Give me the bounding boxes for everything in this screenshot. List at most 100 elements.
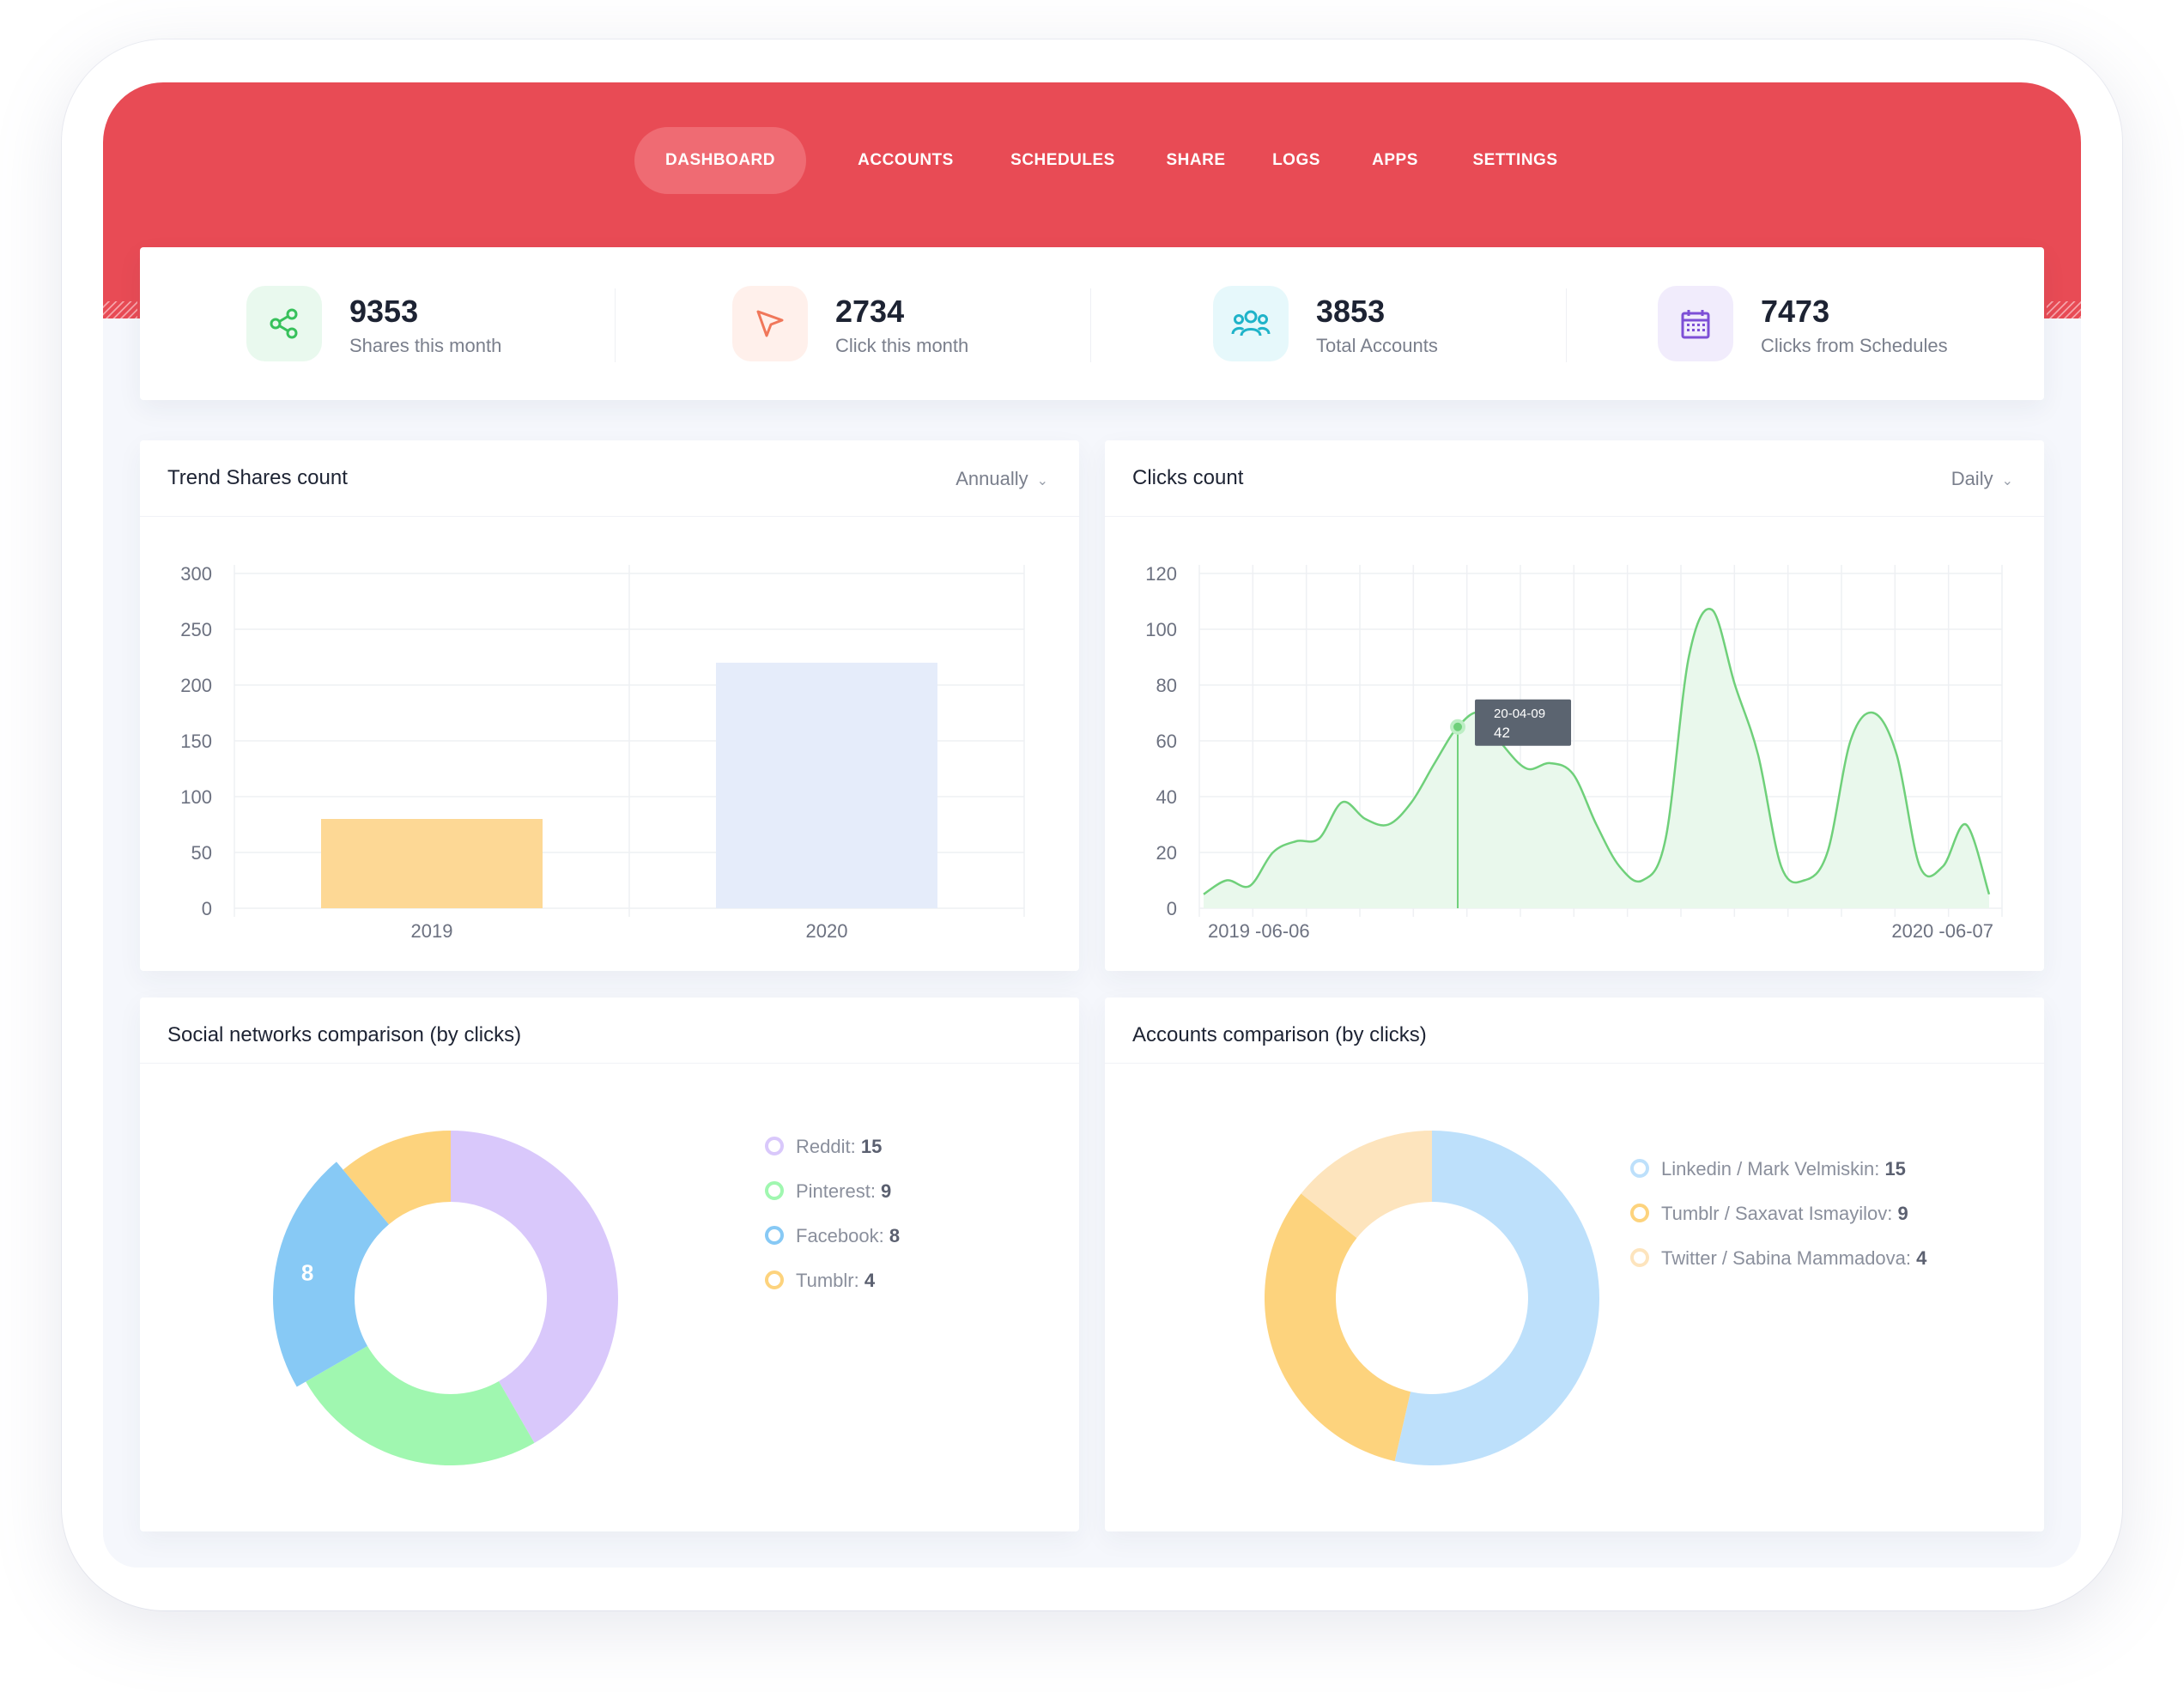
clicks-period-value: Daily [1950,468,1993,489]
legend-item[interactable]: Facebook: 8 [765,1214,900,1258]
accounts-comparison-card: Accounts comparison (by clicks) Linkedin… [1105,998,2044,1531]
clicks-count-card: Clicks count Daily ⌄ 120 100 80 60 40 20 0 20-04… [1105,440,2044,971]
legend-marker [1630,1204,1649,1223]
legend-value: 4 [864,1270,876,1291]
users-icon [1213,286,1289,361]
stat-clicks-value: 2734 [835,294,905,329]
y-tick-label: 200 [180,675,212,696]
social-comparison-title: Social networks comparison (by clicks) [167,1023,522,1046]
legend-label: Linkedin / Mark Velmiskin: [1661,1158,1885,1180]
stat-clicks: 2734 Click this month [732,247,1076,400]
y-tick-label: 250 [180,619,212,640]
card-divider [1105,1063,2044,1064]
card-divider [140,516,1079,517]
y-tick-label: 300 [180,563,212,585]
header-hatch-right [2047,301,2081,318]
legend-value: 15 [1884,1158,1906,1180]
clicks-count-chart: 120 100 80 60 40 20 0 20-04-09 42 2019 -06-06 2020… [1145,563,2003,942]
clicks-count-title: Clicks count [1132,466,1244,489]
stat-divider [615,288,616,362]
nav-tab-apps[interactable]: APPS [1372,151,1418,169]
legend-label: Tumblr / Saxavat Ismayilov: [1661,1203,1898,1224]
social-comparison-card: Social networks comparison (by clicks) 8… [140,998,1079,1531]
cursor-icon [732,286,808,361]
card-divider [1105,516,2044,517]
legend-value: 9 [881,1180,892,1202]
legend-label: Pinterest: [796,1180,882,1202]
y-tick-label: 120 [1145,563,1177,585]
legend-item[interactable]: Twitter / Sabina Mammadova: 4 [1630,1236,1926,1281]
tooltip-box [1475,699,1572,746]
slice-tumblr [343,1131,451,1225]
legend-item[interactable]: Reddit: 15 [765,1125,900,1169]
legend-item[interactable]: Tumblr / Saxavat Ismayilov: 9 [1630,1192,1926,1236]
slice-reddit [451,1131,618,1443]
stat-accounts-label: Total Accounts [1316,335,1438,356]
tooltip-value: 42 [1494,725,1510,741]
y-tick-label: 50 [191,842,212,864]
slice-pinterest [306,1346,535,1465]
stat-shares-value: 9353 [349,294,419,329]
y-tick-label: 60 [1156,731,1177,752]
app-screen: DASHBOARD ACCOUNTS SCHEDULES SHARE LOGS … [103,82,2081,1568]
legend-value: 15 [860,1136,883,1157]
bar-2019 [321,819,543,908]
slice-value-label: 8 [301,1260,313,1286]
trend-period-dropdown[interactable]: Annually ⌄ [956,468,1048,490]
slice-facebook [273,1161,390,1387]
nav-tab-dashboard[interactable]: DASHBOARD [634,127,806,194]
x-tick-label: 2020 -06-07 [1891,920,1993,942]
stat-schedules-label: Clicks from Schedules [1761,335,1948,356]
legend-value: 4 [1916,1247,1927,1269]
legend-item[interactable]: Tumblr: 4 [765,1258,900,1303]
stat-shares-label: Shares this month [349,335,502,356]
clicks-area-fill [1204,609,1989,908]
legend-label: Facebook: [796,1225,889,1246]
legend-item[interactable]: Linkedin / Mark Velmiskin: 15 [1630,1147,1926,1192]
nav-tab-logs[interactable]: LOGS [1272,151,1320,169]
social-legend: Reddit: 15 Pinterest: 9 Facebook: 8 Tumblr:… [765,1125,900,1303]
y-tick-label: 0 [1167,898,1177,919]
nav-tab-accounts[interactable]: ACCOUNTS [858,151,954,169]
stat-accounts-value: 3853 [1316,294,1386,329]
stat-divider [1566,288,1567,362]
x-tick-label: 2019 -06-06 [1208,920,1310,942]
stat-shares: 9353 Shares this month [246,247,590,400]
y-tick-label: 20 [1156,842,1177,864]
legend-marker [765,1137,784,1156]
clicks-period-dropdown[interactable]: Daily ⌄ [1951,468,2013,490]
legend-value: 9 [1897,1203,1908,1224]
nav-tab-schedules[interactable]: SCHEDULES [1010,151,1115,169]
trend-shares-card: Trend Shares count Annually ⌄ 300 250 200 15… [140,440,1079,971]
accounts-comparison-title: Accounts comparison (by clicks) [1132,1023,1427,1046]
legend-item[interactable]: Pinterest: 9 [765,1169,900,1214]
nav-tab-settings[interactable]: SETTINGS [1472,151,1558,169]
tooltip-point [1453,722,1463,731]
legend-label: Twitter / Sabina Mammadova: [1661,1247,1917,1269]
slice-linkedin-mark-velmiskin [1394,1131,1599,1465]
legend-marker [765,1226,784,1246]
nav-tab-share[interactable]: SHARE [1166,151,1226,169]
slice-twitter-sabina-mammadova [1301,1131,1432,1239]
trend-shares-title: Trend Shares count [167,466,348,489]
stat-schedules-value: 7473 [1761,294,1830,329]
trend-shares-chart: 300 250 200 150 100 50 0 2019 2020 [180,563,1025,942]
legend-marker [1630,1159,1649,1179]
y-tick-label: 0 [202,898,212,919]
legend-label: Tumblr: [796,1270,864,1291]
clicks-line [1203,608,1991,895]
stat-clicks-label: Click this month [835,335,969,356]
accounts-donut-chart [1265,1131,1599,1465]
legend-marker [765,1181,784,1201]
slice-tumblr-saxavat-ismayilov [1265,1193,1411,1462]
legend-marker [765,1271,784,1290]
chevron-down-icon: ⌄ [1036,474,1048,488]
header-hatch-left [103,301,137,318]
trend-period-value: Annually [956,468,1028,489]
y-tick-label: 80 [1156,675,1177,696]
stats-card: 9353 Shares this month 2734 Click this m… [140,247,2044,400]
main-nav: DASHBOARD ACCOUNTS SCHEDULES SHARE LOGS … [103,127,2081,194]
accounts-legend: Linkedin / Mark Velmiskin: 15 Tumblr / Sa… [1630,1147,1926,1281]
y-tick-label: 100 [1145,619,1177,640]
chevron-down-icon: ⌄ [2001,474,2013,488]
